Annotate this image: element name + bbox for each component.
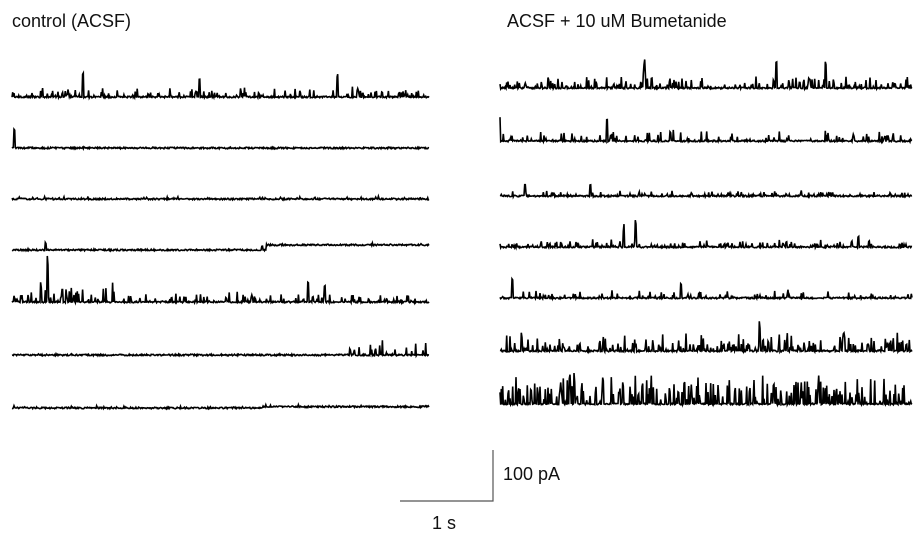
bumetanide-trace-4 — [499, 219, 913, 251]
panel-title-bumetanide: ACSF + 10 uM Bumetanide — [507, 11, 727, 31]
control-trace-3 — [11, 193, 430, 202]
bumetanide-trace-1 — [499, 59, 913, 92]
bumetanide-trace-5 — [499, 276, 913, 302]
panel-traces-bumetanide — [499, 59, 913, 408]
control-trace-1 — [11, 70, 430, 101]
control-trace-6 — [11, 340, 430, 359]
bumetanide-trace-7 — [499, 372, 913, 408]
bumetanide-trace-6 — [499, 321, 913, 355]
scale-bar-lines — [400, 450, 494, 502]
bumetanide-trace-2 — [499, 117, 913, 145]
bumetanide-trace-3 — [499, 183, 913, 200]
panel-traces-control — [11, 70, 430, 411]
scale-bar-time-label: 1 s — [432, 513, 456, 533]
panel-title-control: control (ACSF) — [12, 11, 131, 31]
control-trace-7 — [11, 401, 430, 411]
control-trace-4 — [11, 239, 430, 253]
control-trace-2 — [11, 126, 430, 152]
scale-bar: 100 pA 1 s — [400, 450, 560, 533]
scale-bar-current-label: 100 pA — [503, 464, 560, 484]
control-trace-5 — [11, 255, 430, 306]
